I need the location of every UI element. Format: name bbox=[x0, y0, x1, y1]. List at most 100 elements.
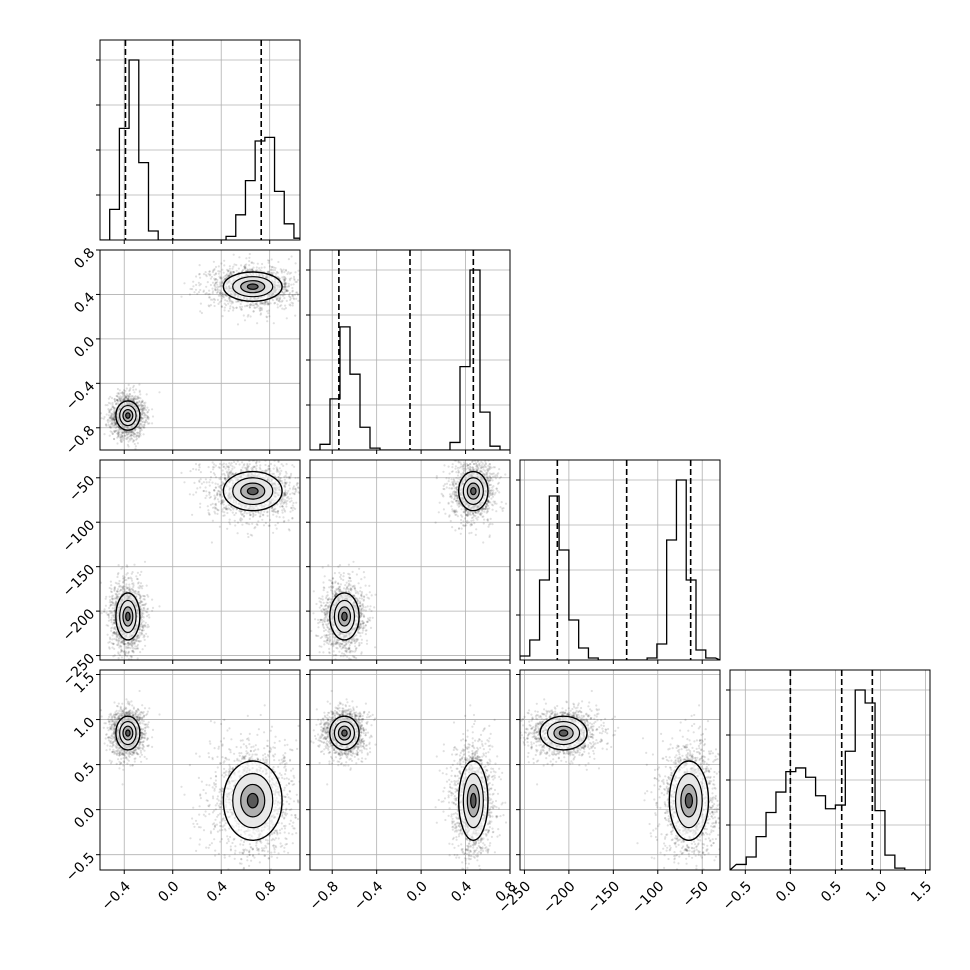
sample-point bbox=[276, 469, 279, 472]
sample-point bbox=[134, 447, 137, 450]
sample-point bbox=[232, 508, 235, 511]
sample-point bbox=[147, 422, 150, 425]
sample-point bbox=[291, 304, 294, 307]
sample-point bbox=[272, 510, 275, 513]
sample-point bbox=[113, 419, 116, 422]
sample-point bbox=[219, 294, 222, 297]
sample-point bbox=[129, 431, 132, 434]
sample-point bbox=[139, 408, 142, 411]
sample-point bbox=[115, 595, 118, 598]
sample-point bbox=[230, 462, 233, 465]
sample-point bbox=[263, 266, 266, 269]
sample-point bbox=[138, 593, 141, 596]
sample-point bbox=[140, 405, 143, 408]
sample-point bbox=[283, 288, 286, 291]
sample-point bbox=[130, 437, 133, 440]
sample-point bbox=[229, 272, 232, 275]
sample-point bbox=[275, 298, 278, 301]
sample-point bbox=[130, 430, 133, 433]
sample-point bbox=[208, 305, 211, 308]
sample-point bbox=[136, 645, 139, 648]
sample-point bbox=[125, 431, 128, 434]
sample-point bbox=[270, 258, 273, 261]
sample-point bbox=[195, 468, 198, 471]
sample-point bbox=[255, 467, 258, 470]
sample-point bbox=[204, 478, 207, 481]
sample-point bbox=[118, 644, 121, 647]
sample-point bbox=[199, 283, 202, 286]
sample-point bbox=[284, 277, 287, 280]
sample-point bbox=[117, 633, 120, 637]
sample-point bbox=[132, 431, 135, 434]
sample-point bbox=[205, 292, 208, 295]
sample-point bbox=[132, 639, 135, 642]
sample-point bbox=[141, 407, 145, 410]
sample-point bbox=[139, 651, 142, 654]
sample-point bbox=[213, 269, 216, 272]
sample-point bbox=[295, 291, 298, 294]
sample-point bbox=[130, 655, 133, 659]
sample-point bbox=[113, 621, 116, 624]
sample-point bbox=[266, 259, 270, 262]
sample-point bbox=[226, 299, 229, 303]
sample-point bbox=[266, 300, 269, 303]
sample-point bbox=[278, 297, 281, 300]
sample-point bbox=[233, 263, 236, 266]
sample-point bbox=[243, 265, 246, 268]
sample-point bbox=[272, 269, 275, 272]
sample-point bbox=[128, 589, 131, 592]
sample-point bbox=[218, 289, 221, 292]
sample-point bbox=[120, 656, 123, 659]
sample-point bbox=[123, 650, 126, 653]
sample-point bbox=[111, 418, 115, 421]
sample-point bbox=[291, 289, 294, 292]
sample-point bbox=[259, 308, 262, 312]
sample-point bbox=[138, 436, 141, 439]
sample-point bbox=[211, 271, 214, 274]
sample-point bbox=[221, 292, 224, 295]
sample-point bbox=[217, 270, 220, 273]
sample-point bbox=[143, 595, 146, 598]
sample-point bbox=[251, 466, 254, 469]
sample-point bbox=[284, 286, 287, 289]
sample-point bbox=[293, 278, 296, 282]
sample-point bbox=[217, 285, 220, 288]
sample-point bbox=[287, 519, 290, 522]
sample-point bbox=[138, 635, 141, 638]
sample-point bbox=[121, 566, 124, 569]
sample-point bbox=[276, 510, 279, 513]
sample-point bbox=[121, 399, 125, 402]
sample-point bbox=[116, 598, 119, 601]
sample-point bbox=[132, 399, 135, 402]
sample-point bbox=[286, 289, 289, 292]
sample-point bbox=[107, 397, 110, 400]
sample-point bbox=[128, 389, 131, 392]
sample-point bbox=[112, 406, 115, 409]
sample-point bbox=[114, 399, 117, 402]
sample-point bbox=[140, 600, 143, 603]
sample-point bbox=[115, 601, 118, 604]
sample-point bbox=[125, 662, 127, 664]
sample-point bbox=[227, 302, 230, 305]
sample-point bbox=[139, 597, 142, 600]
sample-point bbox=[121, 436, 124, 439]
sample-point bbox=[234, 472, 238, 475]
sample-point bbox=[118, 431, 121, 434]
sample-point bbox=[229, 471, 232, 474]
sample-point bbox=[276, 295, 280, 298]
sample-point bbox=[236, 323, 240, 326]
sample-point bbox=[218, 477, 221, 480]
sample-point bbox=[221, 268, 224, 271]
sample-point bbox=[216, 298, 219, 301]
sample-point bbox=[243, 305, 247, 308]
sample-point bbox=[231, 506, 234, 509]
sample-point bbox=[307, 490, 309, 492]
sample-point bbox=[128, 437, 131, 441]
sample-point bbox=[134, 432, 137, 435]
sample-point bbox=[192, 280, 195, 283]
sample-point bbox=[115, 632, 118, 635]
sample-point bbox=[121, 590, 124, 593]
sample-point bbox=[246, 522, 249, 525]
sample-point bbox=[137, 640, 141, 643]
sample-point bbox=[254, 302, 258, 305]
